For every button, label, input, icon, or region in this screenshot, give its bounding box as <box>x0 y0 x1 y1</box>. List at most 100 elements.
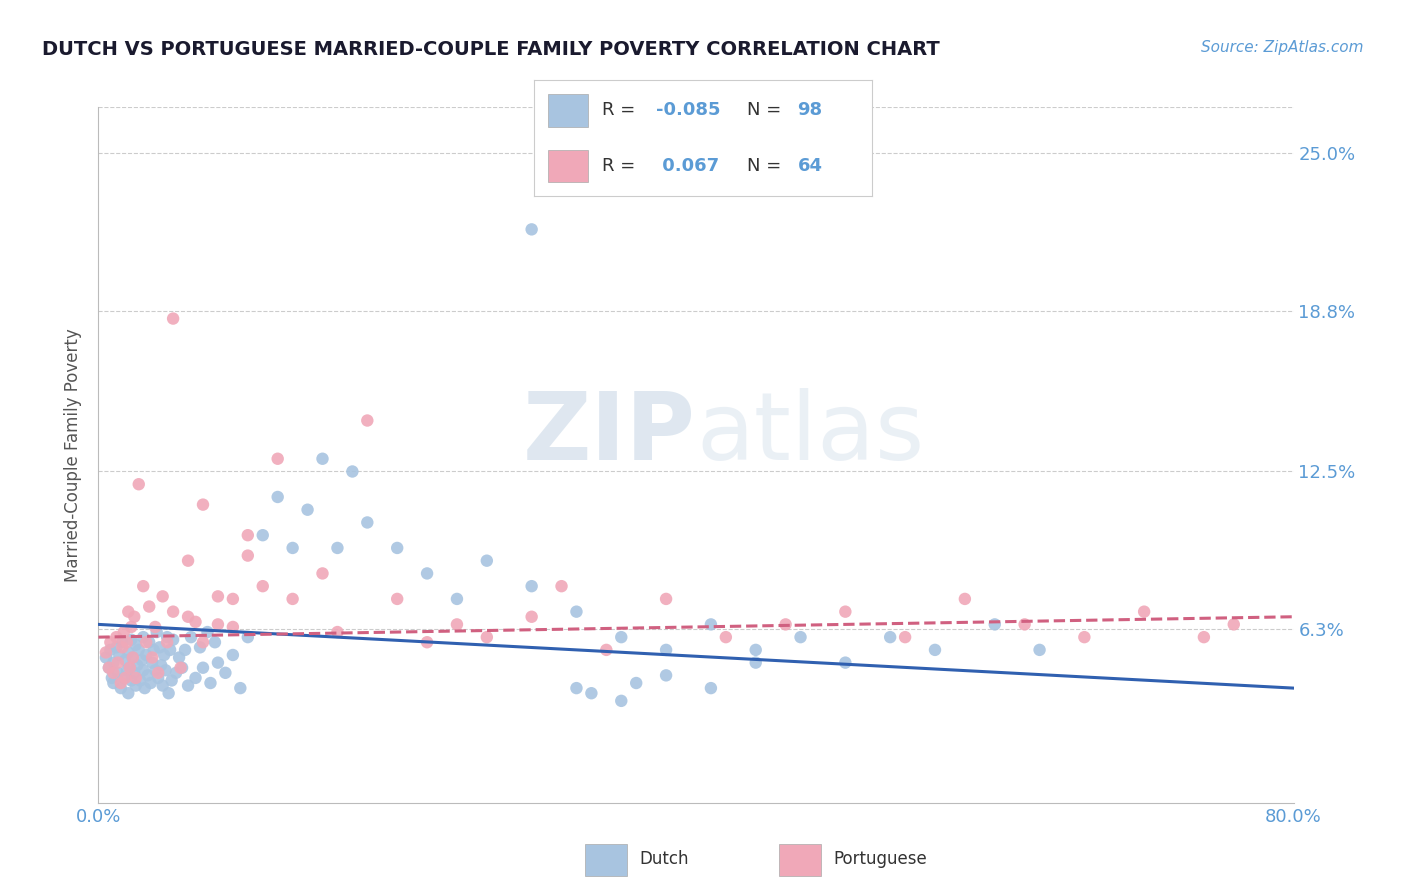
Point <box>94 650 117 665</box>
Point <box>143 620 166 634</box>
Point <box>789 630 811 644</box>
Point <box>565 681 588 695</box>
Point <box>626 676 648 690</box>
Point <box>236 528 259 542</box>
Point <box>136 668 159 682</box>
Point <box>550 579 572 593</box>
Point <box>222 648 245 662</box>
Point <box>141 650 163 665</box>
Point <box>138 599 160 614</box>
Point <box>160 673 183 688</box>
Point <box>655 668 678 682</box>
Point <box>281 591 304 606</box>
Point <box>107 656 129 670</box>
Point <box>129 673 152 688</box>
Point <box>107 665 129 680</box>
Point <box>252 579 274 593</box>
Point <box>297 502 319 516</box>
Point <box>1028 643 1050 657</box>
Point <box>120 673 142 688</box>
Point <box>252 528 274 542</box>
FancyBboxPatch shape <box>548 95 588 127</box>
Point <box>184 671 207 685</box>
FancyBboxPatch shape <box>548 150 588 182</box>
Point <box>124 665 146 680</box>
Point <box>1192 630 1215 644</box>
Point <box>204 635 226 649</box>
Point <box>1223 617 1246 632</box>
Point <box>117 605 139 619</box>
Point <box>127 658 149 673</box>
Point <box>108 648 131 662</box>
Point <box>165 665 187 680</box>
Point <box>153 648 176 662</box>
Point <box>356 516 378 530</box>
Point <box>111 640 134 655</box>
Point <box>125 638 148 652</box>
Point <box>134 681 156 695</box>
Point <box>152 590 174 604</box>
Point <box>180 630 202 644</box>
Point <box>162 311 184 326</box>
Point <box>139 676 162 690</box>
Point <box>184 615 207 629</box>
Point <box>267 490 290 504</box>
Point <box>117 645 139 659</box>
Point <box>191 635 214 649</box>
Point <box>118 661 141 675</box>
Point <box>188 640 211 655</box>
Point <box>114 671 136 685</box>
Point <box>112 625 135 640</box>
Point <box>132 630 155 644</box>
Point <box>775 617 797 632</box>
Point <box>207 617 229 632</box>
Point <box>121 650 143 665</box>
Point <box>120 632 142 647</box>
Point <box>177 609 200 624</box>
Point <box>172 661 194 675</box>
Point <box>152 679 174 693</box>
Point <box>105 630 128 644</box>
Point <box>475 554 498 568</box>
Point <box>101 671 124 685</box>
Point <box>162 632 184 647</box>
Y-axis label: Married-Couple Family Poverty: Married-Couple Family Poverty <box>65 328 83 582</box>
Point <box>834 656 856 670</box>
Point <box>174 643 197 657</box>
Point <box>416 566 439 581</box>
Point <box>105 640 128 655</box>
Text: 64: 64 <box>797 157 823 175</box>
Point <box>267 451 290 466</box>
Point <box>311 566 333 581</box>
Point <box>595 643 617 657</box>
Point <box>197 625 219 640</box>
Point <box>145 625 167 640</box>
Text: R =: R = <box>602 102 641 120</box>
Text: N =: N = <box>747 102 787 120</box>
Point <box>110 681 132 695</box>
Point <box>281 541 304 555</box>
Point <box>128 477 150 491</box>
Text: 0.067: 0.067 <box>655 157 718 175</box>
Point <box>111 635 134 649</box>
Text: ZIP: ZIP <box>523 388 696 480</box>
Point <box>177 554 200 568</box>
Point <box>342 465 364 479</box>
Point <box>131 653 153 667</box>
Point <box>162 605 184 619</box>
Point <box>142 643 165 657</box>
Point <box>159 643 181 657</box>
Point <box>120 620 142 634</box>
Point <box>103 665 125 680</box>
Point <box>207 590 229 604</box>
Text: R =: R = <box>602 157 641 175</box>
Point <box>150 658 173 673</box>
Point <box>610 694 633 708</box>
Point <box>177 679 200 693</box>
Point <box>207 656 229 670</box>
Point <box>655 643 678 657</box>
Point <box>141 656 163 670</box>
FancyBboxPatch shape <box>779 844 821 876</box>
Point <box>236 630 259 644</box>
Point <box>121 650 143 665</box>
